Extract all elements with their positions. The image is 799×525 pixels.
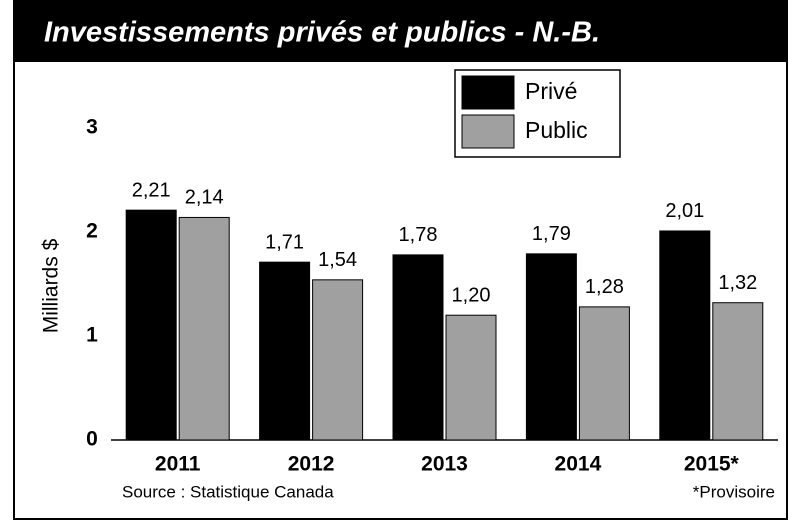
x-tick-label: 2015* (684, 453, 740, 476)
y-tick-label: 2 (86, 220, 98, 243)
title-bar (14, 0, 787, 62)
value-label: 1,28 (585, 276, 624, 298)
bar (578, 306, 630, 441)
value-label: 2,01 (665, 200, 704, 222)
value-label: 1,79 (532, 223, 571, 245)
x-tick-label: 2014 (555, 453, 602, 476)
bar (445, 314, 497, 441)
bar (392, 254, 444, 441)
value-label: 1,78 (399, 224, 438, 246)
legend-swatch (461, 75, 515, 110)
note: *Provisoire (693, 482, 775, 501)
source: Source : Statistique Canada (122, 482, 334, 501)
y-tick-label: 1 (86, 324, 98, 347)
bar (525, 253, 577, 441)
bar (312, 279, 364, 441)
bar (178, 216, 230, 441)
y-axis-label: Milliards $ (40, 238, 63, 333)
chart-title: Investissements privés et publics - N.-B… (44, 17, 600, 49)
x-tick-label: 2012 (288, 453, 335, 476)
legend-label: Privé (525, 78, 577, 104)
x-tick-label: 2011 (155, 453, 201, 476)
bar (712, 302, 764, 441)
y-tick-label: 0 (86, 428, 98, 451)
value-label: 1,20 (452, 284, 491, 306)
bar (259, 261, 311, 441)
bar (659, 230, 711, 441)
y-tick-label: 3 (86, 116, 98, 139)
legend-swatch (461, 114, 515, 149)
legend-label: Public (525, 117, 588, 143)
bar (125, 209, 177, 441)
value-label: 1,32 (718, 272, 757, 294)
x-tick-label: 2013 (421, 453, 468, 476)
value-label: 2,14 (185, 187, 224, 209)
value-label: 1,71 (265, 231, 304, 253)
value-label: 2,21 (132, 179, 171, 201)
value-label: 1,54 (318, 249, 357, 271)
